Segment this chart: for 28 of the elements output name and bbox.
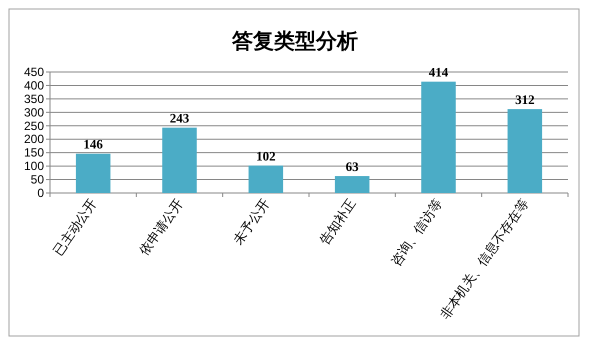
y-tick-label: 200 bbox=[24, 132, 44, 146]
y-tick-label: 0 bbox=[37, 186, 44, 200]
bar bbox=[508, 109, 542, 193]
x-tick-label: 咨询、信访等 bbox=[388, 196, 445, 269]
bar bbox=[421, 82, 456, 193]
y-tick-label: 300 bbox=[24, 105, 44, 120]
data-label: 63 bbox=[346, 159, 360, 174]
y-tick-label: 150 bbox=[24, 146, 44, 160]
y-tick-label: 50 bbox=[30, 172, 44, 187]
data-label: 102 bbox=[256, 148, 276, 164]
y-tick-label: 350 bbox=[24, 92, 44, 106]
bar bbox=[162, 128, 197, 193]
x-tick-label: 未予公开 bbox=[230, 196, 272, 248]
y-tick-label: 400 bbox=[24, 78, 44, 92]
chart-title: 答复类型分析 bbox=[231, 29, 358, 53]
x-tick-label: 告知补正 bbox=[316, 196, 359, 248]
bar bbox=[334, 176, 370, 193]
bar bbox=[76, 154, 110, 193]
x-tick-label: 依申请公开 bbox=[136, 196, 186, 258]
x-tick-label: 已主动公开 bbox=[50, 196, 100, 258]
data-label: 414 bbox=[428, 64, 449, 80]
bar bbox=[248, 166, 284, 193]
data-label: 312 bbox=[515, 92, 535, 108]
y-tick-label: 250 bbox=[24, 118, 44, 133]
data-label: 243 bbox=[170, 110, 190, 126]
y-tick-label: 100 bbox=[24, 159, 44, 174]
data-label: 146 bbox=[83, 136, 104, 152]
y-tick-label: 450 bbox=[24, 65, 44, 79]
